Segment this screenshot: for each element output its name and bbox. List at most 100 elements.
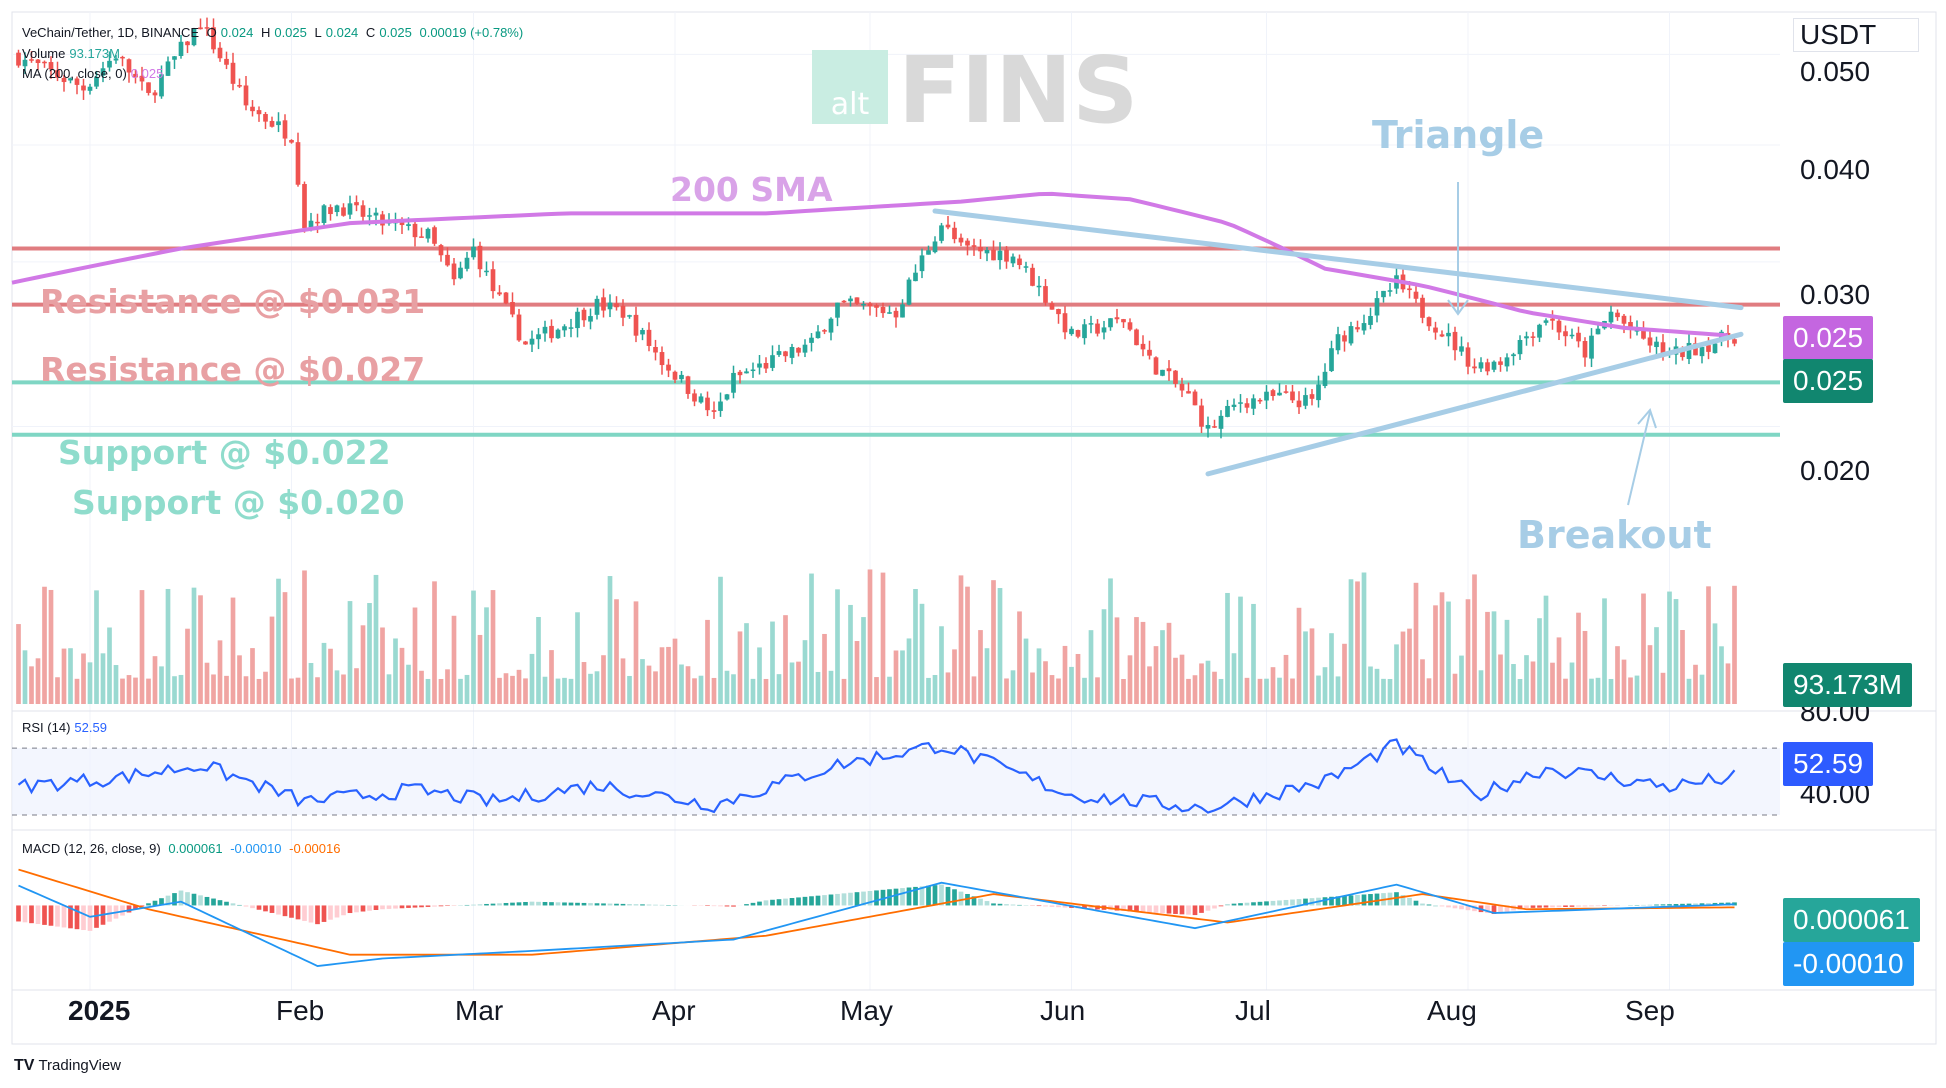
- macd-histogram-bar: [1283, 899, 1289, 906]
- macd-histogram-bar: [542, 901, 548, 906]
- volume-bar: [419, 670, 424, 704]
- macd-histogram-bar: [1647, 904, 1653, 906]
- volume-bar: [386, 674, 392, 704]
- candle-body: [802, 344, 808, 353]
- macd-histogram-bar: [614, 903, 619, 906]
- volume-bar: [1004, 678, 1009, 704]
- macd-histogram-bar: [1355, 894, 1360, 906]
- macd-histogram-bar: [659, 904, 665, 906]
- macd-histogram-bar: [984, 901, 990, 906]
- macd-histogram-bar: [568, 902, 574, 906]
- candle-body: [211, 27, 216, 50]
- macd-histogram-bar: [341, 905, 346, 916]
- tradingview-footer[interactable]: TV TradingView: [14, 1057, 121, 1075]
- candle-body: [692, 393, 697, 402]
- candle-body: [1212, 426, 1217, 428]
- candle-body: [991, 249, 996, 261]
- macd-histogram-bar: [1199, 905, 1204, 913]
- macd-histogram-bar: [477, 904, 483, 906]
- volume-bar: [464, 674, 470, 704]
- macd-histogram-bar: [1589, 905, 1594, 907]
- volume-bar: [1290, 678, 1295, 704]
- volume-bar: [510, 675, 515, 704]
- candle-body: [666, 364, 671, 371]
- candle-body: [159, 74, 164, 97]
- candle-body: [932, 241, 938, 253]
- candle-body: [1641, 328, 1646, 339]
- candle-body: [22, 59, 28, 67]
- macd-histogram-bar: [406, 905, 411, 908]
- candle-body: [653, 347, 658, 353]
- macd-histogram-bar: [1322, 897, 1328, 906]
- symbol-label: VeChain/Tether, 1D, BINANCE: [22, 25, 200, 40]
- candle-body: [510, 301, 515, 315]
- candle-body: [1628, 322, 1633, 330]
- candle-body: [607, 302, 613, 310]
- macd-histogram-bar: [1121, 905, 1126, 911]
- volume-bar: [347, 601, 353, 704]
- volume-bar: [796, 661, 801, 704]
- macd-histogram-bar: [1186, 905, 1191, 915]
- time-label: Aug: [1427, 995, 1477, 1026]
- candle-body: [1680, 347, 1685, 358]
- volume-bar: [35, 658, 41, 704]
- candle-body: [406, 224, 411, 226]
- volume-bar: [276, 578, 281, 704]
- candle-body: [55, 70, 60, 78]
- macd-histogram-bar: [1550, 905, 1555, 908]
- macd-histogram-bar: [770, 899, 775, 906]
- macd-histogram-bar: [627, 904, 632, 906]
- volume-bar: [1173, 657, 1178, 704]
- macd-histogram-bar: [1127, 905, 1133, 912]
- candle-body: [172, 56, 177, 60]
- volume-bar: [971, 676, 977, 704]
- volume-bar: [848, 604, 853, 704]
- volume-bar: [61, 648, 67, 704]
- macd-histogram-bar: [588, 903, 593, 906]
- candle-body: [594, 298, 600, 315]
- volume-bar: [29, 666, 34, 704]
- volume-bar: [321, 642, 327, 704]
- macd-histogram-bar: [1062, 905, 1068, 908]
- macd-histogram-bar: [1231, 903, 1237, 906]
- macd-histogram-bar: [1212, 905, 1217, 909]
- signal-badge: -0.00010: [1783, 942, 1914, 986]
- macd-histogram-bar: [861, 891, 866, 906]
- volume-bar: [1075, 653, 1081, 704]
- currency-label[interactable]: USDT: [1793, 18, 1919, 52]
- candle-body: [1296, 400, 1302, 408]
- macd-histogram-bar: [763, 900, 769, 906]
- volume-bar: [334, 670, 340, 704]
- volume-bar: [1602, 598, 1607, 704]
- candle-body: [1283, 391, 1289, 393]
- macd-histogram-bar: [1433, 905, 1438, 907]
- macd-legend: MACD (12, 26, close, 9) 0.000061 -0.0001…: [22, 841, 344, 856]
- candle-body: [484, 270, 489, 273]
- macd-histogram-bar: [978, 898, 983, 906]
- candle-body: [126, 59, 132, 73]
- sma200-line: [11, 191, 1729, 338]
- candle-body: [562, 326, 567, 331]
- volume-bar: [282, 592, 288, 704]
- macd-histogram-bar: [1465, 905, 1471, 911]
- candle-body: [958, 237, 964, 243]
- macd-histogram-bar: [1114, 905, 1120, 911]
- macd-value: 0.000061: [168, 841, 223, 856]
- volume-bar: [672, 638, 678, 704]
- macd-histogram-bar: [991, 903, 996, 906]
- candle-body: [1556, 320, 1562, 333]
- tradingview-text: TradingView: [38, 1057, 121, 1074]
- volume-bar: [1524, 655, 1529, 704]
- macd-histogram-bar: [1693, 903, 1698, 906]
- macd-histogram-bar: [159, 898, 164, 906]
- candle-body: [867, 303, 873, 307]
- macd-histogram-bar: [1056, 905, 1061, 908]
- macd-histogram-bar: [562, 902, 567, 906]
- candle-body: [1244, 403, 1250, 408]
- candle-body: [887, 312, 892, 314]
- volume-bar: [237, 655, 242, 704]
- volume-bar: [172, 676, 177, 704]
- candle-body: [757, 363, 762, 368]
- candle-body: [659, 352, 665, 366]
- candle-body: [1712, 343, 1718, 354]
